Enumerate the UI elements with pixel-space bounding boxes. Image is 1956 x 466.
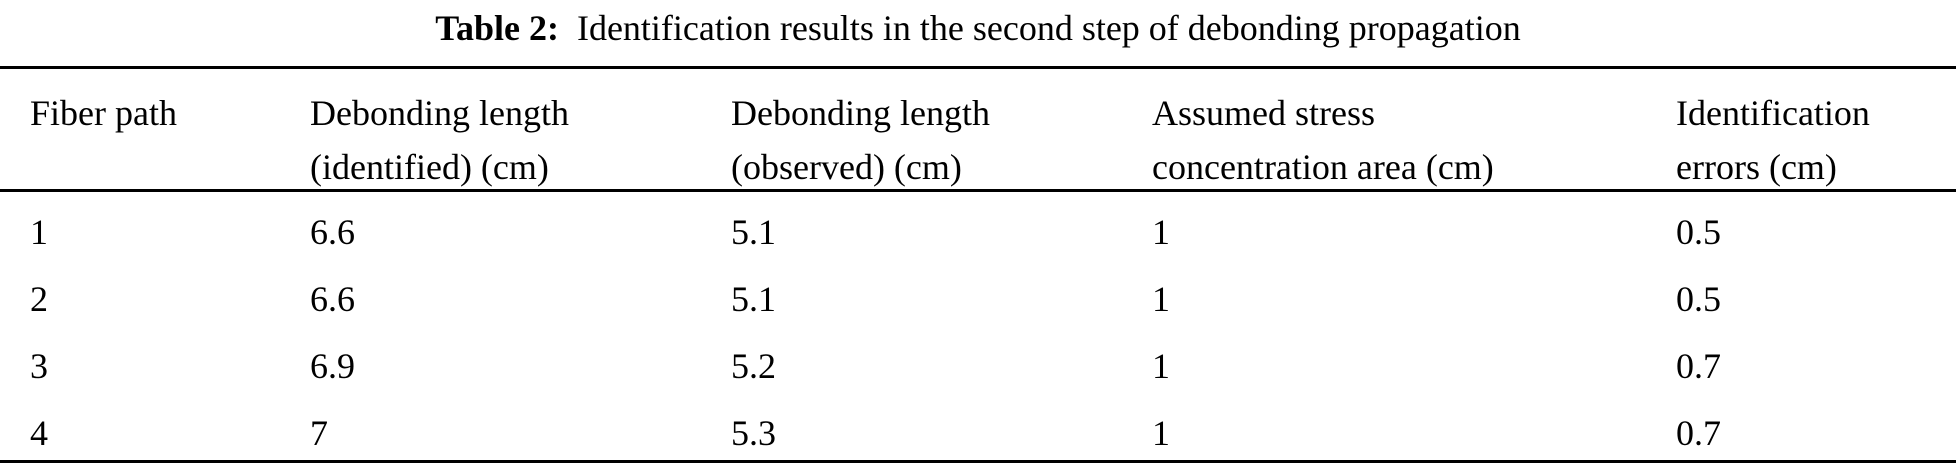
table-cell: 6.6 [310, 212, 355, 252]
table-cell: 4 [30, 413, 48, 453]
table-cell: 3 [30, 346, 48, 386]
table-cell: 0.7 [1676, 346, 1721, 386]
caption-label: Table 2: [435, 8, 559, 48]
table-cell: 5.2 [731, 346, 776, 386]
column-header: (identified) (cm) [310, 147, 549, 187]
column-header: errors (cm) [1676, 147, 1837, 187]
top-rule [0, 66, 1956, 69]
bottom-rule [0, 460, 1956, 463]
table-cell: 6.9 [310, 346, 355, 386]
column-header: (observed) (cm) [731, 147, 962, 187]
column-header: Assumed stress [1152, 93, 1375, 133]
table-cell: 1 [1152, 279, 1170, 319]
table-cell: 0.7 [1676, 413, 1721, 453]
table-cell: 0.5 [1676, 279, 1721, 319]
table-cell: 5.3 [731, 413, 776, 453]
table-cell: 7 [310, 413, 328, 453]
table-cell: 6.6 [310, 279, 355, 319]
table-cell: 1 [1152, 346, 1170, 386]
table-cell: 1 [30, 212, 48, 252]
header-rule [0, 189, 1956, 192]
column-header: Debonding length [731, 93, 990, 133]
table-cell: 5.1 [731, 212, 776, 252]
column-header: Identification [1676, 93, 1870, 133]
table-caption: Table 2: Identification results in the s… [0, 6, 1956, 50]
table-cell: 0.5 [1676, 212, 1721, 252]
table-cell: 5.1 [731, 279, 776, 319]
table-cell: 2 [30, 279, 48, 319]
column-header: Fiber path [30, 93, 177, 133]
table-cell: 1 [1152, 212, 1170, 252]
caption-text: Identification results in the second ste… [576, 8, 1521, 48]
column-header: Debonding length [310, 93, 569, 133]
table-cell: 1 [1152, 413, 1170, 453]
column-header: concentration area (cm) [1152, 147, 1494, 187]
